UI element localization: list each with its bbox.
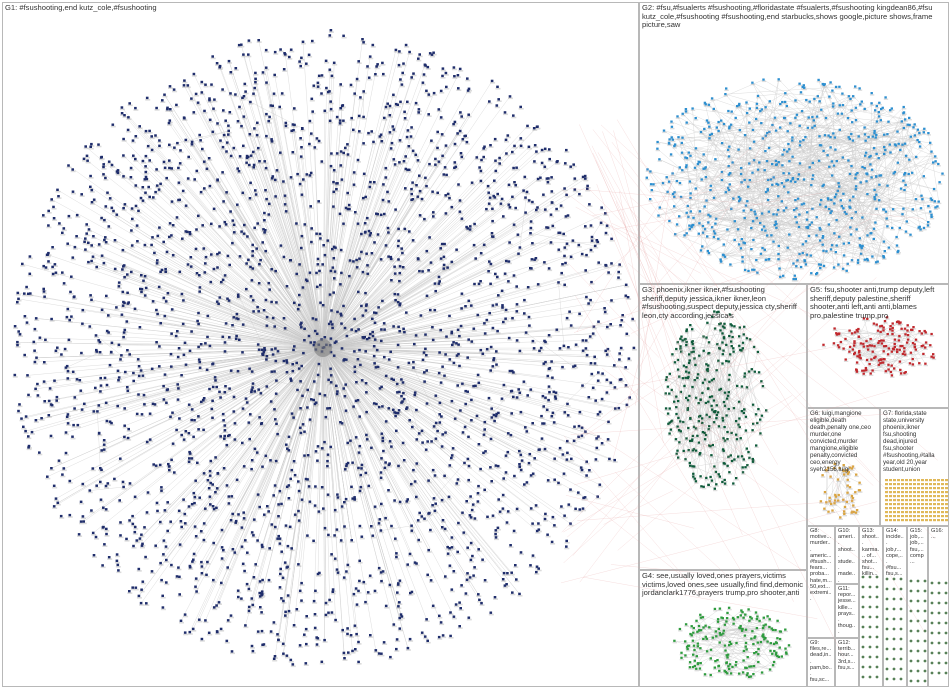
group-panel-g7[interactable]: G7: florida,state state,university phoen… bbox=[880, 408, 949, 526]
group-panel-g6[interactable]: G6: luigi,mangione eligible,death death,… bbox=[807, 408, 880, 526]
group-panel-g13[interactable]: G13: shoot... karma... of... shot... fsu… bbox=[859, 526, 883, 687]
group-panel-g10[interactable]: G10: ameri... shoot... stude... made... … bbox=[835, 526, 859, 584]
group-g4-label: G4: see,usually loved,ones prayers,victi… bbox=[642, 571, 804, 598]
group-panel-g2[interactable]: G2: #fsu,#fsualerts #fsushooting,#florid… bbox=[639, 2, 949, 284]
group-g9-label: G9: files,re... dead,in... pam,bo... fsu… bbox=[810, 640, 832, 684]
group-g13-label: G13: shoot... karma... of... shot... fsu… bbox=[862, 528, 880, 578]
group-g14-label: G14: incide... job,r... cope,... #fsu...… bbox=[886, 528, 904, 578]
group-g2-graph bbox=[645, 78, 946, 282]
group-panel-g9[interactable]: G9: files,re... dead,in... pam,bo... fsu… bbox=[807, 638, 835, 687]
group-g12-label: G12: terrib... hour... 3rd,s... fsu,s... bbox=[838, 640, 856, 671]
group-panel-g11[interactable]: G11: repor... jesse... kille... prays...… bbox=[835, 584, 859, 638]
group-panel-g15[interactable]: G15: job,... job,... fsu,... comp... bbox=[907, 526, 928, 687]
group-g8-label: G8: motive... murder... americ... #fsush… bbox=[810, 528, 832, 603]
group-g7-label: G7: florida,state state,university phoen… bbox=[883, 410, 935, 473]
group-panel-g3[interactable]: G3: phoenix,ikner ikner,#fsushooting she… bbox=[639, 284, 807, 570]
group-g3-label: G3: phoenix,ikner ikner,#fsushooting she… bbox=[642, 285, 797, 320]
group-g3-graph bbox=[663, 310, 769, 492]
group-g1-label: G1: #fsushooting,end kutz_cole,#fsushoot… bbox=[5, 3, 157, 12]
group-g2-label: G2: #fsu,#fsualerts #fsushooting,#florid… bbox=[642, 3, 933, 30]
group-g16-label: G16: ... bbox=[931, 528, 944, 541]
group-g15-label: G15: job,... job,... fsu,... comp... bbox=[910, 528, 924, 566]
group-panel-g1[interactable]: G1: #fsushooting,end kutz_cole,#fsushoot… bbox=[2, 2, 639, 687]
group-panel-g16[interactable]: G16: ... bbox=[928, 526, 949, 687]
group-panel-g4[interactable]: G4: see,usually loved,ones prayers,victi… bbox=[639, 570, 807, 687]
group-g10-label: G10: ameri... shoot... stude... made... … bbox=[838, 528, 856, 584]
group-g6-label: G6: luigi,mangione eligible,death death,… bbox=[810, 410, 871, 473]
group-g5-label: G5: fsu,shooter anti,trump deputy,left s… bbox=[810, 285, 935, 320]
group-g16-graph bbox=[930, 581, 948, 675]
group-panel-g12[interactable]: G12: terrib... hour... 3rd,s... fsu,s... bbox=[835, 638, 859, 687]
group-panel-g14[interactable]: G14: incide... job,r... cope,... #fsu...… bbox=[883, 526, 907, 687]
group-panel-g5[interactable]: G5: fsu,shooter anti,trump deputy,left s… bbox=[807, 284, 949, 408]
group-g11-label: G11: repor... jesse... kille... prays...… bbox=[838, 586, 856, 636]
group-panel-g8[interactable]: G8: motive... murder... americ... #fsush… bbox=[807, 526, 835, 638]
group-g1-graph bbox=[12, 29, 637, 668]
